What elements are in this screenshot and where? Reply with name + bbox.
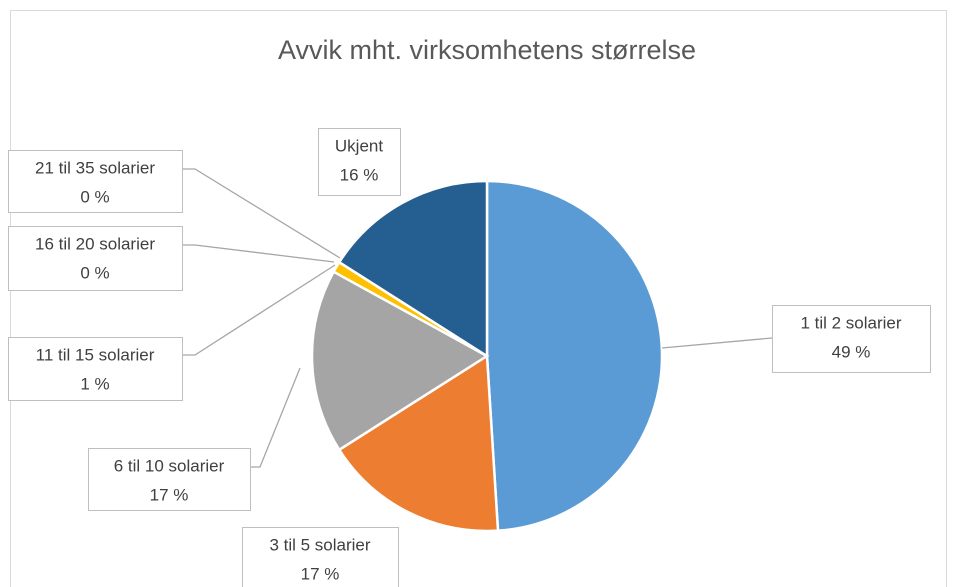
category-label: 11 til 15 solarier [36,345,155,364]
value-label: 0 % [80,187,109,206]
label-box [8,150,183,213]
category-label: 16 til 20 solarier [35,234,155,253]
pie-slice [337,353,500,533]
value-label: 0 % [80,263,109,282]
label-box [318,128,401,196]
leader-line [182,244,335,263]
leader-line [182,264,336,356]
leader-line [250,367,301,468]
leader-line [661,337,773,349]
label-box [88,448,251,511]
category-label: 21 til 35 solarier [35,158,155,177]
category-label: 3 til 5 solarier [269,535,370,554]
pie-slice [485,179,664,532]
category-label: 1 til 2 solarier [800,313,901,332]
value-label: 49 % [832,342,871,361]
value-label: 16 % [340,165,379,184]
chart-title: Avvik mht. virksomhetens størrelse [278,35,696,65]
category-label: Ukjent [335,136,383,155]
pie-slice [310,269,490,452]
label-box [8,337,183,401]
label-box [8,226,183,291]
value-label: 1 % [80,374,109,393]
value-label: 17 % [150,485,189,504]
label-box [242,527,399,587]
value-label: 17 % [301,564,340,583]
leader-line [182,168,341,259]
pie-slice [337,179,489,359]
label-box [772,305,931,373]
category-label: 6 til 10 solarier [114,456,225,475]
